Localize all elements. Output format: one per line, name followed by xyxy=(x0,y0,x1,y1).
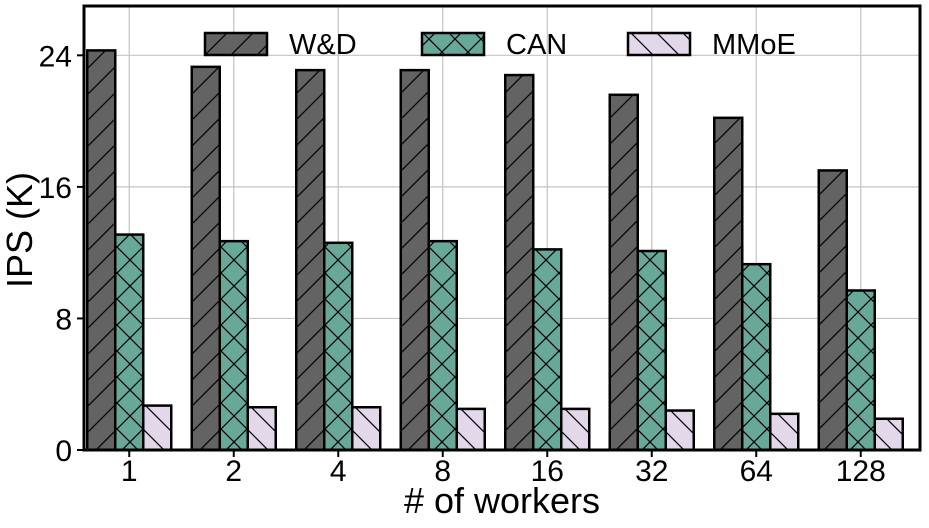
legend-swatch xyxy=(203,31,269,57)
bar-outline xyxy=(741,262,772,452)
bar-can-4 xyxy=(323,241,354,452)
x-tick-label: 8 xyxy=(434,455,451,488)
bar-wd-4 xyxy=(295,68,326,452)
bar-wd-8 xyxy=(399,68,430,452)
bar-mmoe-64 xyxy=(769,412,800,452)
bar-outline xyxy=(636,249,667,452)
x-axis-ticks: 1 2 4 8 16 32 64 128 xyxy=(121,450,886,488)
bar-outline xyxy=(608,93,639,452)
bar-outline xyxy=(664,409,695,452)
bar-mmoe-128 xyxy=(873,417,904,452)
bar-outline xyxy=(323,241,354,452)
bar-wd-2 xyxy=(190,65,221,452)
bar-can-32 xyxy=(636,249,667,452)
legend-swatch xyxy=(420,31,486,57)
bar-outline xyxy=(218,239,249,452)
bar-can-16 xyxy=(532,248,563,452)
bar-outline xyxy=(769,412,800,452)
y-axis-title: IPS (K) xyxy=(0,172,40,288)
y-tick-label: 0 xyxy=(55,435,72,468)
bar-wd-64 xyxy=(713,116,744,452)
bar-mmoe-2 xyxy=(246,405,277,452)
bar-wd-1 xyxy=(86,49,117,452)
y-axis-ticks: 0 8 16 24 xyxy=(39,40,84,468)
x-tick-label: 4 xyxy=(330,455,347,488)
x-tick-label: 64 xyxy=(740,455,773,488)
bar-wd-128 xyxy=(817,169,848,452)
x-tick-label: 32 xyxy=(635,455,668,488)
bar-outline xyxy=(845,289,876,452)
legend-item-wd: W&D xyxy=(203,29,357,61)
bar-outline xyxy=(86,49,117,452)
legend-item-mmoe: MMoE xyxy=(626,29,796,61)
bar-outline xyxy=(873,417,904,452)
bar-outline xyxy=(295,68,326,452)
bar-outline xyxy=(114,233,145,452)
y-tick-label: 24 xyxy=(39,40,72,73)
legend-label: W&D xyxy=(289,29,357,61)
plot-frame xyxy=(82,4,922,452)
bars xyxy=(86,49,904,452)
legend-item-can: CAN xyxy=(420,29,567,61)
bar-outline xyxy=(532,248,563,452)
bar-wd-16 xyxy=(504,73,535,452)
bar-outline xyxy=(246,405,277,452)
bar-outline xyxy=(142,404,173,452)
bar-mmoe-4 xyxy=(351,405,382,452)
legend-label: CAN xyxy=(506,29,567,61)
legend-label: MMoE xyxy=(712,29,796,61)
bar-outline xyxy=(560,407,591,452)
bar-mmoe-8 xyxy=(455,407,486,452)
bar-can-2 xyxy=(218,239,249,452)
bar-outline xyxy=(817,169,848,452)
bar-mmoe-1 xyxy=(142,404,173,452)
x-tick-label: 16 xyxy=(531,455,564,488)
x-axis-title: # of workers xyxy=(404,480,600,521)
bar-outline xyxy=(351,405,382,452)
legend-swatch xyxy=(626,31,692,57)
bar-can-128 xyxy=(845,289,876,452)
bar-can-8 xyxy=(427,239,458,452)
bar-mmoe-32 xyxy=(664,409,695,452)
y-tick-label: 8 xyxy=(55,303,72,336)
x-tick-label: 128 xyxy=(836,455,886,488)
bar-wd-32 xyxy=(608,93,639,452)
bar-outline xyxy=(455,407,486,452)
bar-outline xyxy=(504,73,535,452)
bar-outline xyxy=(427,239,458,452)
x-tick-label: 2 xyxy=(225,455,242,488)
legend: W&D CAN MMoE xyxy=(203,29,796,61)
bar-outline xyxy=(713,116,744,452)
bar-outline xyxy=(399,68,430,452)
y-tick-label: 16 xyxy=(39,172,72,205)
x-tick-label: 1 xyxy=(121,455,138,488)
bar-can-64 xyxy=(741,262,772,452)
bar-outline xyxy=(190,65,221,452)
bar-mmoe-16 xyxy=(560,407,591,452)
bar-can-1 xyxy=(114,233,145,452)
